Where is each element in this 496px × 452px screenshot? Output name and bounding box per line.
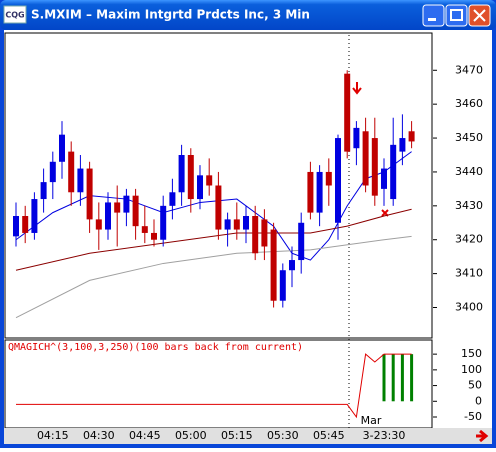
histogram-bar: [382, 354, 386, 402]
candle-body: [298, 222, 305, 261]
candle-body: [95, 219, 102, 230]
y-tick-label: 3410: [455, 267, 483, 280]
app-icon: [3, 5, 27, 24]
x-tick-label: 05:45: [313, 429, 345, 442]
x-tick-label: 05:00: [175, 429, 207, 442]
app-icon-text: CQG: [5, 11, 24, 20]
signal-arrow: [352, 82, 362, 95]
candle-body: [197, 175, 203, 200]
candle-body: [160, 205, 167, 240]
moving-average: [15, 235, 412, 319]
x-tick-label: 04:15: [37, 429, 69, 442]
x-tick-label: 3-23:30: [363, 429, 406, 442]
close-button[interactable]: [468, 4, 491, 27]
y-tick-label: 3430: [455, 199, 483, 212]
candle-body: [307, 171, 314, 213]
candle-body: [270, 229, 277, 301]
candle-body: [279, 270, 286, 301]
candle-body: [22, 216, 29, 233]
x-tick-label: 04:45: [129, 429, 161, 442]
candle-body: [261, 219, 268, 247]
window-title: S.MXIM – Maxim Intgrtd Prdcts Inc, 3 Min: [31, 8, 310, 22]
candle-body: [132, 195, 139, 227]
candle-body: [49, 161, 56, 183]
candle-body: [178, 155, 185, 193]
candle-body: [408, 131, 415, 142]
y-tick-label: 3420: [455, 233, 483, 246]
indicator-line: [16, 353, 412, 419]
candle-body: [40, 182, 47, 200]
x-tick-label: 05:15: [221, 429, 253, 442]
candle-body: [123, 195, 130, 213]
histogram-bar: [410, 354, 414, 402]
candle-body: [252, 216, 259, 254]
y-tick-label: 3470: [455, 63, 483, 76]
candle-body: [381, 168, 387, 189]
title-bar: [0, 0, 496, 30]
y-tick-label: 150: [461, 347, 482, 360]
candle-body: [86, 168, 93, 220]
candle-body: [215, 185, 222, 230]
y-tick-label: 3450: [455, 131, 483, 144]
histogram-bar: [391, 354, 395, 402]
candle-body: [362, 131, 369, 186]
y-tick-label: 3440: [455, 165, 483, 178]
candle-body: [77, 168, 84, 193]
candle-body: [59, 134, 65, 162]
candle-body: [325, 171, 332, 186]
y-tick-label: 0: [475, 394, 482, 407]
y-tick-label: 100: [461, 363, 482, 376]
candle-body: [344, 73, 351, 152]
y-tick-label: -50: [464, 410, 482, 423]
candle-body: [114, 202, 121, 213]
candle-body: [316, 171, 323, 213]
candle-body: [289, 260, 295, 271]
candle-body: [353, 127, 360, 149]
minimize-button[interactable]: [422, 4, 445, 27]
candle-body: [224, 219, 231, 230]
time-axis-bar: [4, 428, 492, 444]
candle-body: [335, 138, 341, 223]
candle-body: [13, 216, 19, 237]
candle-body: [31, 199, 38, 233]
candle-body: [371, 138, 378, 196]
candle-body: [206, 175, 213, 186]
y-tick-label: 3400: [455, 301, 483, 314]
scroll-arrow[interactable]: [476, 429, 489, 443]
candle-body: [105, 202, 111, 230]
candle-body: [169, 192, 176, 206]
candle-body: [68, 151, 75, 193]
candle-body: [187, 155, 194, 200]
candle-body: [151, 232, 157, 240]
maximize-button[interactable]: [445, 4, 468, 27]
candle-body: [390, 144, 397, 200]
candle-body: [233, 219, 240, 230]
candle-body: [399, 138, 406, 152]
y-tick-label: 3460: [455, 97, 483, 110]
y-tick-label: 50: [468, 379, 482, 392]
x-tick-label: 04:30: [83, 429, 115, 442]
x-tick-label: 05:30: [267, 429, 299, 442]
histogram-bar: [400, 354, 404, 402]
candle-body: [141, 226, 148, 233]
indicator-label: QMAGICH^(3,100,3,250)(100 bars back from…: [8, 342, 303, 353]
date-annotation: Mar: [361, 414, 382, 427]
candle-body: [243, 216, 249, 230]
